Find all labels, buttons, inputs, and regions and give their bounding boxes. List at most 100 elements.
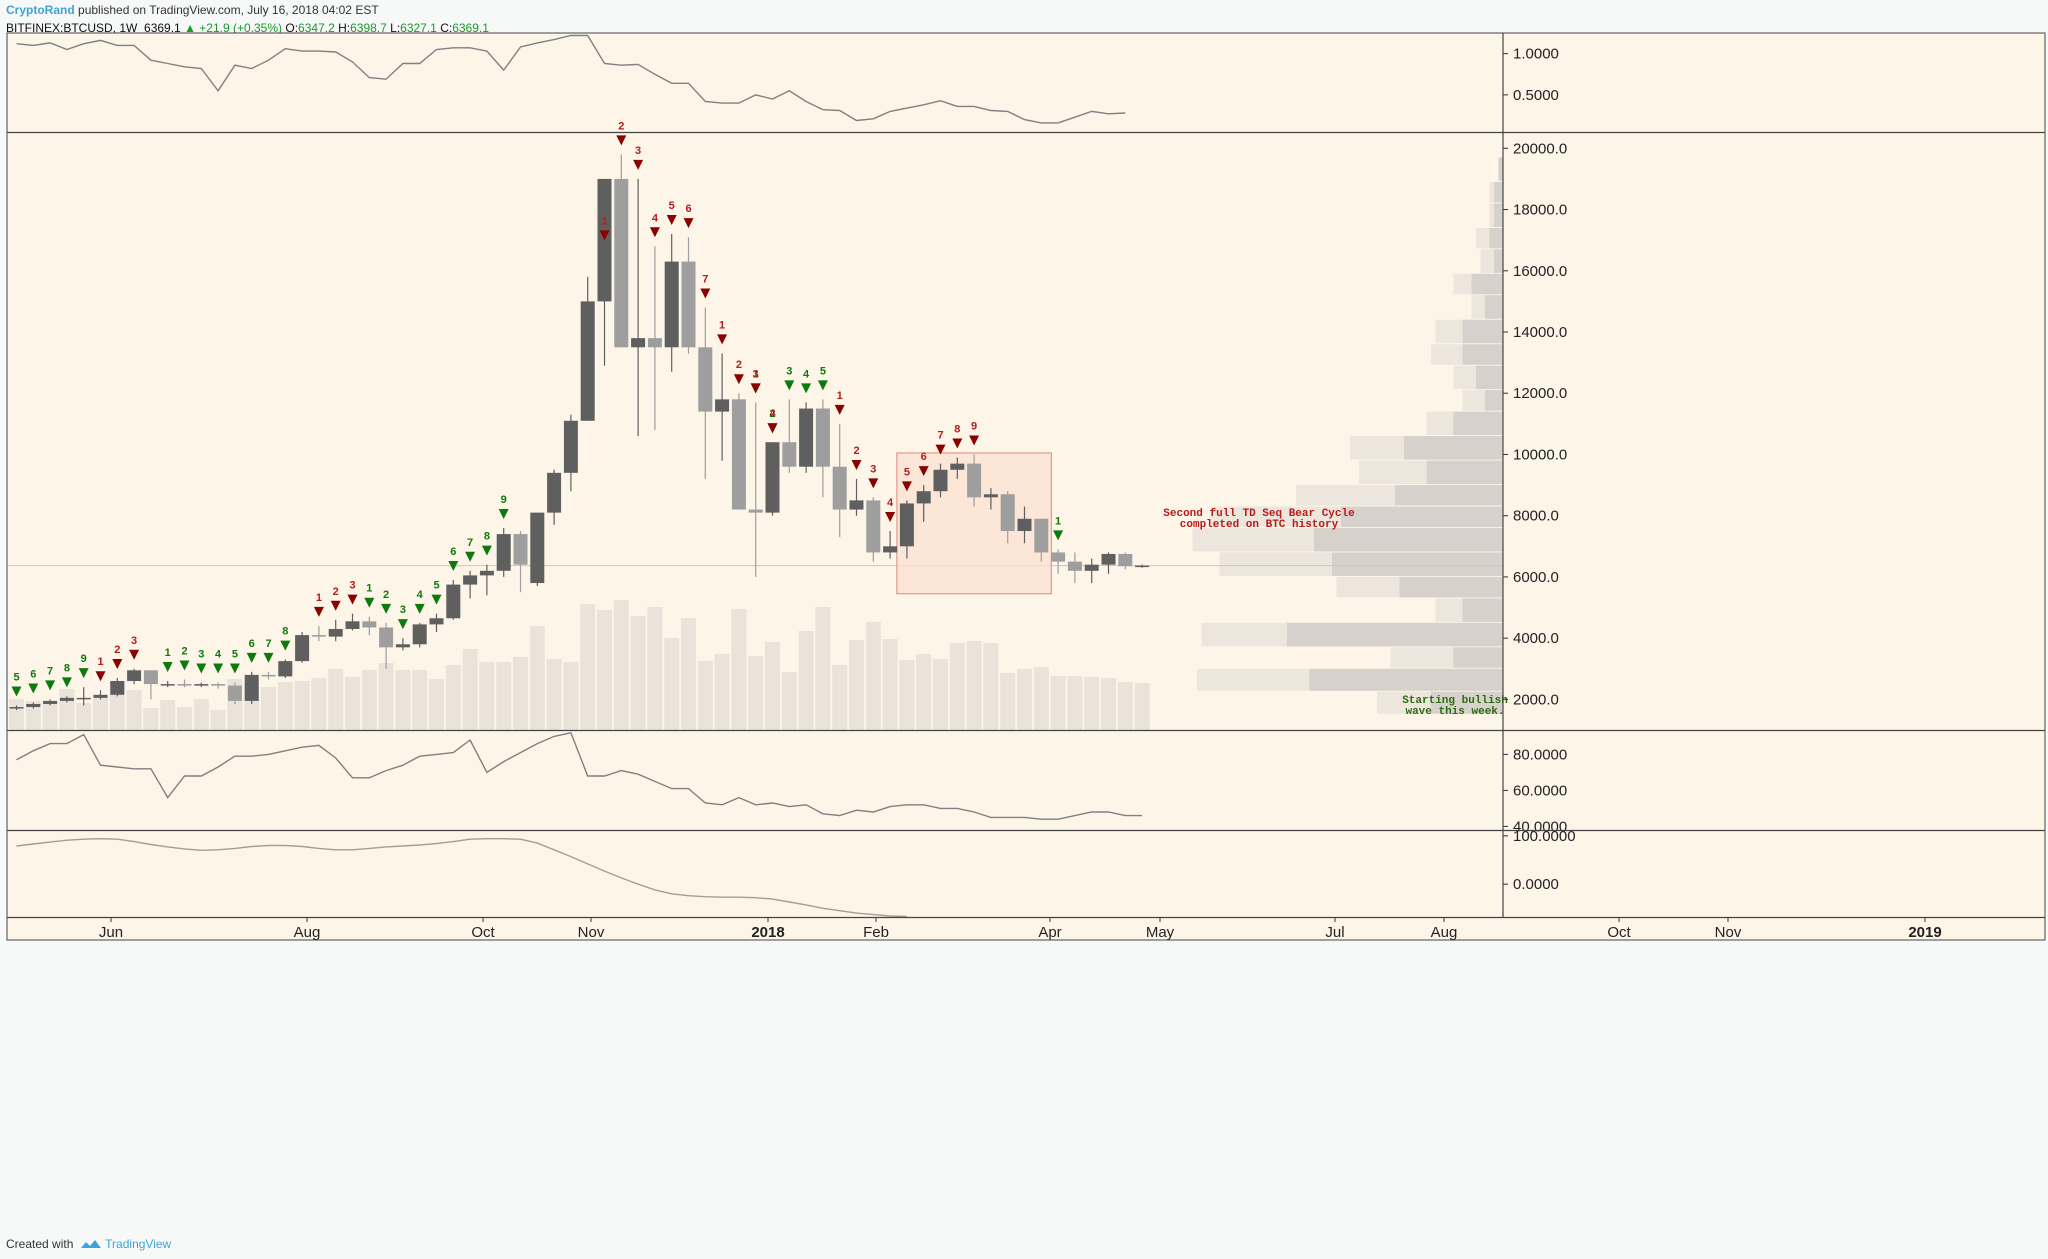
- candle-body: [815, 408, 830, 467]
- volume-profile-bar-up: [1476, 365, 1503, 390]
- oscillator-tick-label: 60.0000: [1513, 782, 1567, 799]
- candle-body: [782, 442, 797, 467]
- buy-setup-arrow-icon: [498, 508, 509, 519]
- candle-body: [1000, 494, 1015, 531]
- volume-bar: [9, 699, 24, 730]
- low-label: L:: [390, 21, 401, 35]
- close-value: 6369.1: [452, 21, 489, 35]
- volume-bar: [664, 638, 680, 730]
- volume-bar: [983, 643, 999, 730]
- publish-info: CryptoRand published on TradingView.com,…: [6, 3, 379, 17]
- sell-setup-arrow-icon: [969, 435, 980, 446]
- buy-setup-count: 6: [30, 668, 36, 680]
- candle-body: [429, 618, 444, 625]
- price-tick-label: 16000.0: [1513, 263, 1567, 280]
- sell-setup-count: 1: [601, 215, 607, 227]
- volume-bar: [748, 656, 764, 730]
- candle-body: [748, 509, 763, 513]
- time-axis-background: [7, 917, 2045, 940]
- price-tick-label: 20000.0: [1513, 140, 1567, 157]
- time-tick-label: Apr: [1038, 924, 1061, 941]
- buy-setup-count: 1: [366, 583, 372, 595]
- candle-body: [160, 684, 175, 686]
- sell-setup-arrow-icon: [700, 288, 711, 299]
- sell-setup-count: 4: [652, 212, 659, 224]
- volume-bar: [412, 670, 428, 730]
- candle-body: [76, 697, 91, 700]
- top-indicator-tick-label: 0.5000: [1513, 87, 1559, 104]
- high-label: H:: [338, 21, 351, 35]
- buy-setup-arrow-icon: [246, 652, 257, 663]
- candle-body: [832, 466, 847, 510]
- volume-profile-bar-up: [1453, 411, 1503, 436]
- buy-setup-arrow-icon: [229, 663, 240, 674]
- volume-profile-bar-up: [1426, 460, 1503, 485]
- author-link[interactable]: CryptoRand: [6, 3, 75, 17]
- price-tick-label: 4000.0: [1513, 630, 1559, 647]
- candle-body: [1118, 553, 1133, 567]
- candle-body: [681, 261, 696, 348]
- volume-bar: [647, 607, 663, 730]
- candle-body: [933, 469, 948, 492]
- volume-bar: [865, 622, 881, 730]
- volume-bar: [529, 626, 545, 730]
- time-tick-label: 2019: [1908, 924, 1941, 941]
- volume-bar: [597, 610, 612, 730]
- buy-setup-arrow-icon: [280, 640, 291, 651]
- volume-bar: [294, 681, 310, 730]
- volume-profile-bar-up: [1395, 485, 1503, 506]
- volume-bar: [949, 643, 965, 730]
- sell-setup-count: 7: [937, 430, 943, 442]
- buy-setup-count: 8: [484, 531, 490, 543]
- sell-setup-count: 1: [97, 656, 103, 668]
- buy-setup-count: 7: [265, 638, 271, 650]
- candle-body: [967, 463, 982, 498]
- volume-profile-bar-up: [1341, 506, 1503, 527]
- sell-setup-arrow-icon: [733, 374, 744, 385]
- candle-body: [799, 408, 814, 467]
- tradingview-logo-icon: [81, 1240, 102, 1248]
- oscillator-tick-label: 80.0000: [1513, 746, 1567, 763]
- buy-setup-count: 8: [282, 626, 288, 638]
- volume-bar: [1134, 683, 1150, 730]
- volume-bar: [580, 604, 596, 730]
- time-tick-label: Jul: [1325, 924, 1344, 941]
- volume-bar: [1084, 677, 1100, 730]
- close-label: C:: [440, 21, 453, 35]
- low-value: 6327.1: [400, 21, 437, 35]
- buy-setup-arrow-icon: [448, 560, 459, 571]
- sell-setup-count: 7: [702, 274, 708, 286]
- annotation-bullish-text: wave this week.: [1405, 706, 1504, 718]
- sell-setup-count: 2: [114, 644, 120, 656]
- top-indicator-line: [16, 34, 1126, 124]
- buy-setup-arrow-icon: [61, 677, 72, 688]
- buy-setup-arrow-icon: [381, 603, 392, 614]
- candle-body: [194, 684, 209, 686]
- candle-body: [278, 661, 293, 677]
- candle-body: [664, 261, 679, 348]
- candle-body: [412, 624, 427, 645]
- candle-body: [765, 442, 780, 513]
- plot-background: [7, 33, 1503, 917]
- volume-profile-bar-up: [1494, 203, 1503, 227]
- sell-setup-arrow-icon: [129, 649, 140, 660]
- buy-setup-count: 5: [232, 649, 238, 661]
- tradingview-brand-link[interactable]: TradingView: [105, 1237, 172, 1251]
- sell-setup-count: 2: [333, 586, 339, 598]
- candle-body: [261, 674, 276, 677]
- volume-bar: [261, 687, 276, 730]
- price-tick-label: 10000.0: [1513, 446, 1567, 463]
- volume-bar: [916, 654, 932, 730]
- buy-setup-arrow-icon: [1053, 530, 1064, 541]
- time-tick-label: 2018: [751, 924, 784, 941]
- volume-bar: [832, 665, 848, 730]
- sell-setup-count: 8: [954, 424, 960, 436]
- sell-setup-arrow-icon: [901, 481, 912, 492]
- buy-setup-arrow-icon: [196, 663, 207, 674]
- price-tick-label: 18000.0: [1513, 202, 1567, 219]
- candle-body: [43, 700, 58, 704]
- volume-bar: [933, 659, 948, 730]
- candle-body: [59, 697, 74, 701]
- sell-setup-arrow-icon: [851, 459, 862, 470]
